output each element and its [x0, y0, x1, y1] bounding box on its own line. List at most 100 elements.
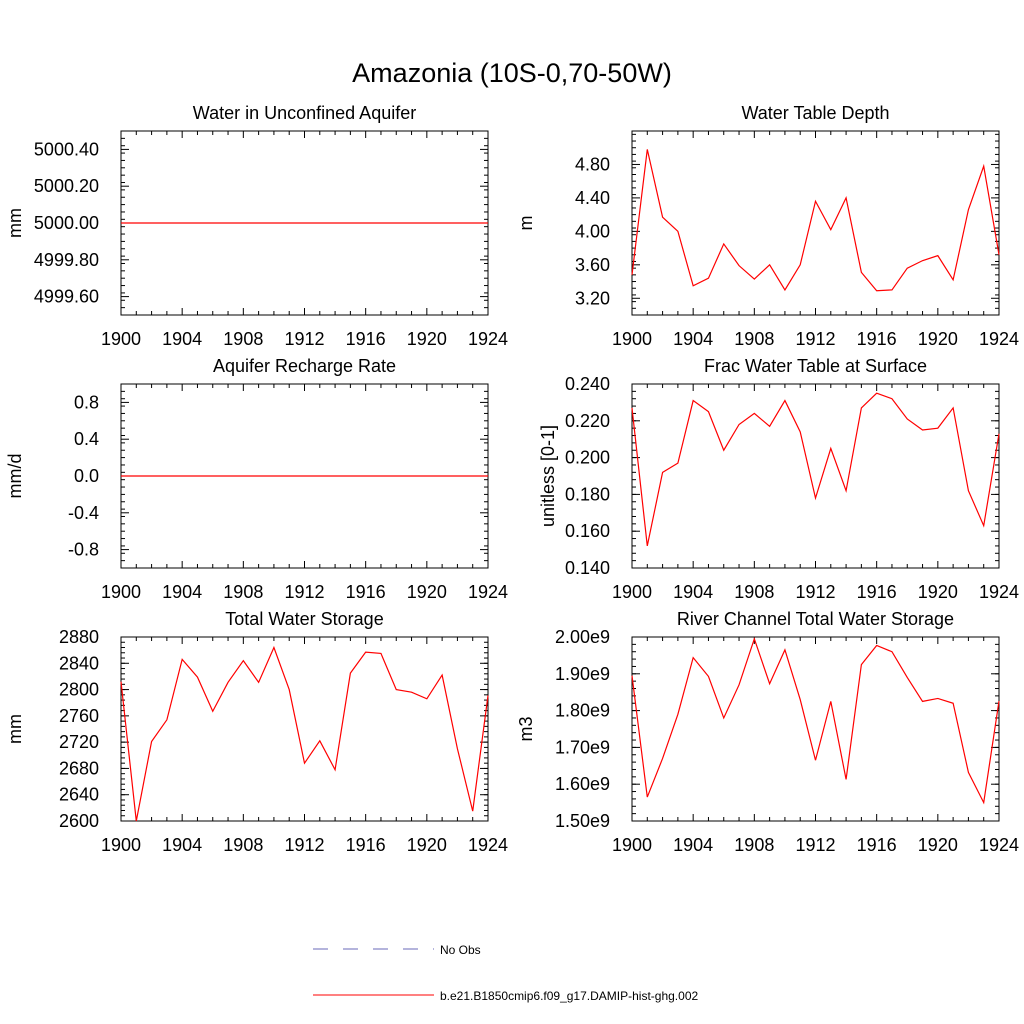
y-tick-label: 4.40: [575, 188, 610, 208]
y-axis-label: m: [516, 216, 536, 231]
x-tick-label: 1912: [795, 835, 835, 855]
x-tick-label: 1912: [284, 329, 324, 349]
panel-2: Water Table Depth 1900 1904 1908 1912 1916 192…: [516, 103, 1019, 349]
plot-frame: [631, 383, 1000, 569]
y-tick-label: 2760: [59, 706, 99, 726]
y-tick-label: -0.8: [68, 540, 99, 560]
y-tick-label: 2.00e9: [555, 627, 610, 647]
x-tick-label: 1908: [223, 582, 263, 602]
y-tick-label: 2840: [59, 653, 99, 673]
y-tick-label: 2680: [59, 758, 99, 778]
x-tick-label: 1920: [407, 835, 447, 855]
x-tick-label: 1904: [673, 835, 713, 855]
x-tick-label: 1924: [468, 582, 508, 602]
y-tick-label: 1.60e9: [555, 774, 610, 794]
y-tick-label: -0.4: [68, 503, 99, 523]
panel-3: Aquifer Recharge Rate 1900 1904 1908 1912 191…: [5, 356, 508, 602]
panel-title: Water in Unconfined Aquifer: [193, 103, 416, 123]
plot-frame: [631, 130, 1000, 316]
x-tick-label: 1904: [673, 329, 713, 349]
plot-frame: [120, 636, 489, 822]
y-tick-label: 2640: [59, 785, 99, 805]
series-line: [631, 149, 1000, 292]
y-tick-label: 0.0: [74, 466, 99, 486]
x-tick-label: 1924: [979, 582, 1019, 602]
y-tick-label: 2800: [59, 680, 99, 700]
panels: Water in Unconfined Aquifer 1900 1904 1908 1…: [5, 103, 1019, 855]
x-tick-label: 1920: [407, 329, 447, 349]
legend-label-model: b.e21.B1850cmip6.f09_g17.DAMIP-hist-ghg.…: [440, 989, 698, 1003]
y-tick-label: 5000.40: [34, 139, 99, 159]
y-tick-label: 1.50e9: [555, 811, 610, 831]
y-tick-label: 0.8: [74, 392, 99, 412]
y-tick-label: 0.240: [565, 374, 610, 394]
x-tick-label: 1916: [857, 835, 897, 855]
panel-4: Frac Water Table at Surface 1900 1904 1908 1…: [538, 356, 1019, 602]
series-line: [120, 645, 489, 822]
x-tick-label: 1900: [612, 835, 652, 855]
y-tick-label: 3.20: [575, 288, 610, 308]
x-tick-label: 1912: [284, 582, 324, 602]
panel-6: River Channel Total Water Storage 1900 190…: [516, 609, 1019, 855]
y-tick-label: 4999.60: [34, 287, 99, 307]
x-tick-label: 1900: [101, 835, 141, 855]
x-tick-label: 1924: [979, 835, 1019, 855]
panel-1: Water in Unconfined Aquifer 1900 1904 1908 1…: [5, 103, 508, 349]
x-tick-label: 1912: [795, 329, 835, 349]
y-tick-label: 2720: [59, 732, 99, 752]
x-tick-label: 1900: [101, 329, 141, 349]
panel-title: Water Table Depth: [741, 103, 889, 123]
y-axis-label: unitless [0-1]: [538, 425, 558, 527]
panel-title: Frac Water Table at Surface: [704, 356, 927, 376]
y-tick-label: 0.220: [565, 411, 610, 431]
y-tick-label: 4.00: [575, 221, 610, 241]
x-tick-label: 1908: [223, 329, 263, 349]
x-tick-label: 1904: [673, 582, 713, 602]
y-tick-label: 5000.20: [34, 176, 99, 196]
y-axis-label: mm: [5, 208, 25, 238]
x-tick-label: 1908: [734, 329, 774, 349]
y-tick-label: 0.200: [565, 448, 610, 468]
x-tick-label: 1920: [918, 582, 958, 602]
x-tick-label: 1900: [612, 582, 652, 602]
panel-title: Total Water Storage: [225, 609, 383, 629]
panel-5: Total Water Storage 1900 1904 1908 1912 1916 1…: [5, 609, 508, 855]
y-tick-label: 0.180: [565, 484, 610, 504]
y-tick-label: 0.4: [74, 429, 99, 449]
y-tick-label: 2880: [59, 627, 99, 647]
x-tick-label: 1920: [918, 835, 958, 855]
x-tick-label: 1904: [162, 329, 202, 349]
x-tick-label: 1924: [468, 835, 508, 855]
legend-label-no-obs: No Obs: [440, 943, 481, 957]
x-tick-label: 1916: [857, 329, 897, 349]
y-tick-label: 4999.80: [34, 250, 99, 270]
y-tick-label: 1.80e9: [555, 701, 610, 721]
y-tick-label: 2600: [59, 811, 99, 831]
y-tick-label: 1.70e9: [555, 737, 610, 757]
y-axis-label: mm/d: [5, 454, 25, 499]
series-line: [631, 392, 1000, 547]
x-tick-label: 1904: [162, 835, 202, 855]
x-tick-label: 1908: [734, 582, 774, 602]
y-tick-label: 5000.00: [34, 213, 99, 233]
x-tick-label: 1916: [346, 582, 386, 602]
x-tick-label: 1920: [918, 329, 958, 349]
y-tick-label: 3.60: [575, 255, 610, 275]
x-tick-label: 1908: [223, 835, 263, 855]
plot-frame: [631, 636, 1000, 822]
x-tick-label: 1912: [284, 835, 324, 855]
series-line: [631, 636, 1000, 805]
x-tick-label: 1916: [346, 835, 386, 855]
figure-title: Amazonia (10S-0,70-50W): [352, 58, 672, 88]
panel-title: River Channel Total Water Storage: [677, 609, 954, 629]
y-tick-label: 0.160: [565, 521, 610, 541]
x-tick-label: 1916: [346, 329, 386, 349]
y-axis-label: m3: [516, 716, 536, 741]
x-tick-label: 1916: [857, 582, 897, 602]
y-tick-label: 1.90e9: [555, 664, 610, 684]
legend: No Obs b.e21.B1850cmip6.f09_g17.DAMIP-his…: [313, 943, 698, 1003]
y-tick-label: 0.140: [565, 558, 610, 578]
panel-title: Aquifer Recharge Rate: [213, 356, 396, 376]
x-tick-label: 1924: [468, 329, 508, 349]
